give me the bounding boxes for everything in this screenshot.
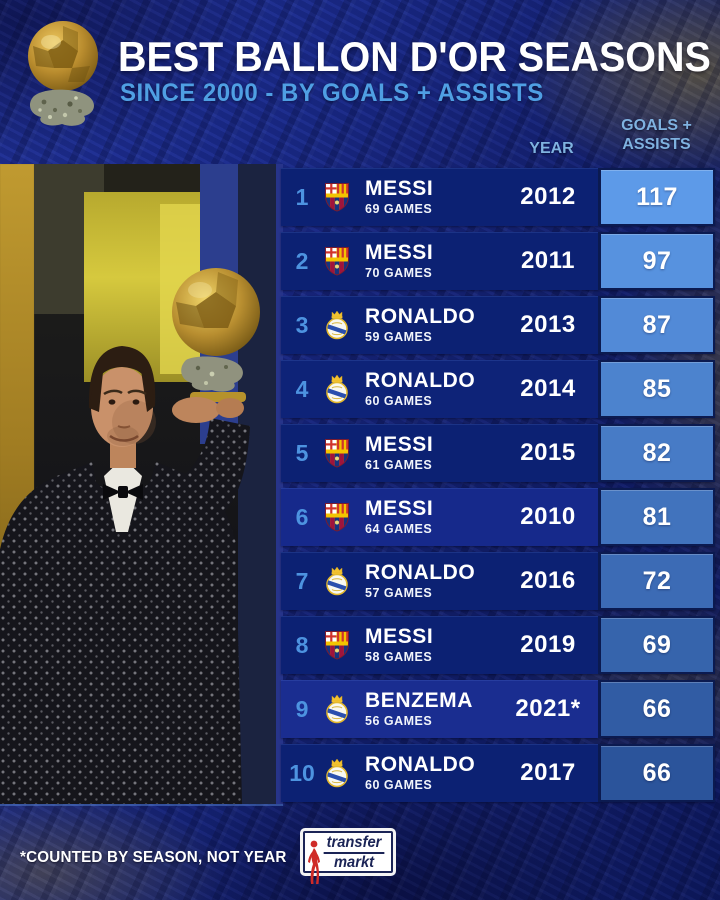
year-value: 2013 bbox=[520, 311, 576, 338]
games-count: 60 GAMES bbox=[365, 778, 433, 792]
player-name: RONALDO bbox=[365, 305, 476, 328]
games-count: 56 GAMES bbox=[365, 714, 433, 728]
goals-assists-value: 97 bbox=[598, 232, 715, 290]
player-name: BENZEMA bbox=[365, 689, 474, 712]
year-value: 2010 bbox=[520, 503, 576, 530]
table-row: 5 MESSI 61 GAMES 2015 82 bbox=[281, 424, 715, 482]
player-name: MESSI bbox=[365, 625, 434, 648]
games-count: 58 GAMES bbox=[365, 650, 433, 664]
logo-word-transfer: transfer bbox=[323, 834, 385, 854]
table-row: 6 MESSI 64 GAMES 2010 81 bbox=[281, 488, 715, 546]
player-name: MESSI bbox=[365, 497, 434, 520]
goals-assists-value: 87 bbox=[598, 296, 715, 354]
barcelona-crest-icon bbox=[325, 247, 349, 276]
goals-assists-value: 85 bbox=[598, 360, 715, 418]
ranking-table: 1 MESSI 69 GAMES 2012 117 2 MESSI 70 GAMES… bbox=[281, 168, 715, 808]
goals-assists-value: 81 bbox=[598, 488, 715, 546]
player-name: MESSI bbox=[365, 177, 434, 200]
rank-label: 6 bbox=[295, 503, 309, 530]
games-count: 61 GAMES bbox=[365, 458, 433, 472]
logo-word-markt: markt bbox=[333, 854, 375, 871]
games-count: 69 GAMES bbox=[365, 202, 433, 216]
rank-label: 8 bbox=[295, 631, 309, 658]
barcelona-crest-icon bbox=[325, 439, 349, 468]
goals-assists-header-line1: GOALS + bbox=[621, 117, 692, 134]
rank-label: 1 bbox=[295, 183, 309, 210]
player-name: MESSI bbox=[365, 433, 434, 456]
table-row: 2 MESSI 70 GAMES 2011 97 bbox=[281, 232, 715, 290]
page-subtitle: SINCE 2000 - BY GOALS + ASSISTS bbox=[120, 79, 544, 107]
games-count: 59 GAMES bbox=[365, 330, 433, 344]
table-row: 4 RONALDO 60 GAMES 2014 85 bbox=[281, 360, 715, 418]
rank-label: 2 bbox=[295, 247, 309, 274]
goals-assists-value: 117 bbox=[598, 168, 715, 226]
rank-label: 5 bbox=[295, 439, 309, 466]
rank-label: 7 bbox=[295, 567, 309, 594]
year-value: 2016 bbox=[520, 567, 576, 594]
table-row: 3 RONALDO 59 GAMES 2013 87 bbox=[281, 296, 715, 354]
goals-assists-value: 72 bbox=[598, 552, 715, 610]
barcelona-crest-icon bbox=[325, 503, 349, 532]
footnote: *COUNTED BY SEASON, NOT YEAR bbox=[20, 849, 287, 866]
goals-assists-value: 69 bbox=[598, 616, 715, 674]
messi-ballon-dor-photo bbox=[0, 164, 283, 804]
player-name: RONALDO bbox=[365, 561, 476, 584]
goals-assists-value: 66 bbox=[598, 680, 715, 738]
year-value: 2019 bbox=[520, 631, 576, 658]
barcelona-crest-icon bbox=[325, 631, 349, 660]
transfermarkt-runner-icon bbox=[308, 840, 320, 884]
year-value: 2014 bbox=[520, 375, 576, 402]
year-value: 2015 bbox=[520, 439, 576, 466]
real-madrid-crest-icon bbox=[326, 694, 348, 724]
real-madrid-crest-icon bbox=[326, 310, 348, 340]
games-count: 64 GAMES bbox=[365, 522, 433, 536]
games-count: 57 GAMES bbox=[365, 586, 433, 600]
page-title: BEST BALLON D'OR SEASONS bbox=[118, 33, 711, 80]
table-row: 8 MESSI 58 GAMES 2019 69 bbox=[281, 616, 715, 674]
year-value: 2011 bbox=[520, 247, 576, 274]
table-row: 10 RONALDO 60 GAMES 2017 66 bbox=[281, 744, 715, 802]
rank-label: 4 bbox=[295, 375, 309, 402]
real-madrid-crest-icon bbox=[326, 758, 348, 788]
year-value: 2021* bbox=[515, 695, 581, 722]
player-name: RONALDO bbox=[365, 753, 476, 776]
rank-label: 3 bbox=[295, 311, 309, 338]
goals-assists-header-line2: ASSISTS bbox=[622, 136, 691, 153]
real-madrid-crest-icon bbox=[326, 566, 348, 596]
goals-assists-value: 82 bbox=[598, 424, 715, 482]
real-madrid-crest-icon bbox=[326, 374, 348, 404]
rank-label: 9 bbox=[295, 695, 309, 722]
year-column-header: YEAR bbox=[529, 140, 574, 157]
goals-assists-value: 66 bbox=[598, 744, 715, 802]
year-value: 2017 bbox=[520, 759, 576, 786]
games-count: 60 GAMES bbox=[365, 394, 433, 408]
player-name: RONALDO bbox=[365, 369, 476, 392]
barcelona-crest-icon bbox=[325, 183, 349, 212]
rank-label: 10 bbox=[289, 759, 315, 786]
goals-assists-column-header: GOALS + ASSISTS bbox=[598, 116, 715, 154]
table-row: 9 BENZEMA 56 GAMES 2021* 66 bbox=[281, 680, 715, 738]
transfermarkt-logo: transfer markt bbox=[300, 828, 396, 884]
player-name: MESSI bbox=[365, 241, 434, 264]
table-row: 1 MESSI 69 GAMES 2012 117 bbox=[281, 168, 715, 226]
year-value: 2012 bbox=[520, 183, 576, 210]
table-row: 7 RONALDO 57 GAMES 2016 72 bbox=[281, 552, 715, 610]
ballon-dor-trophy-icon bbox=[28, 21, 98, 126]
games-count: 70 GAMES bbox=[365, 266, 433, 280]
